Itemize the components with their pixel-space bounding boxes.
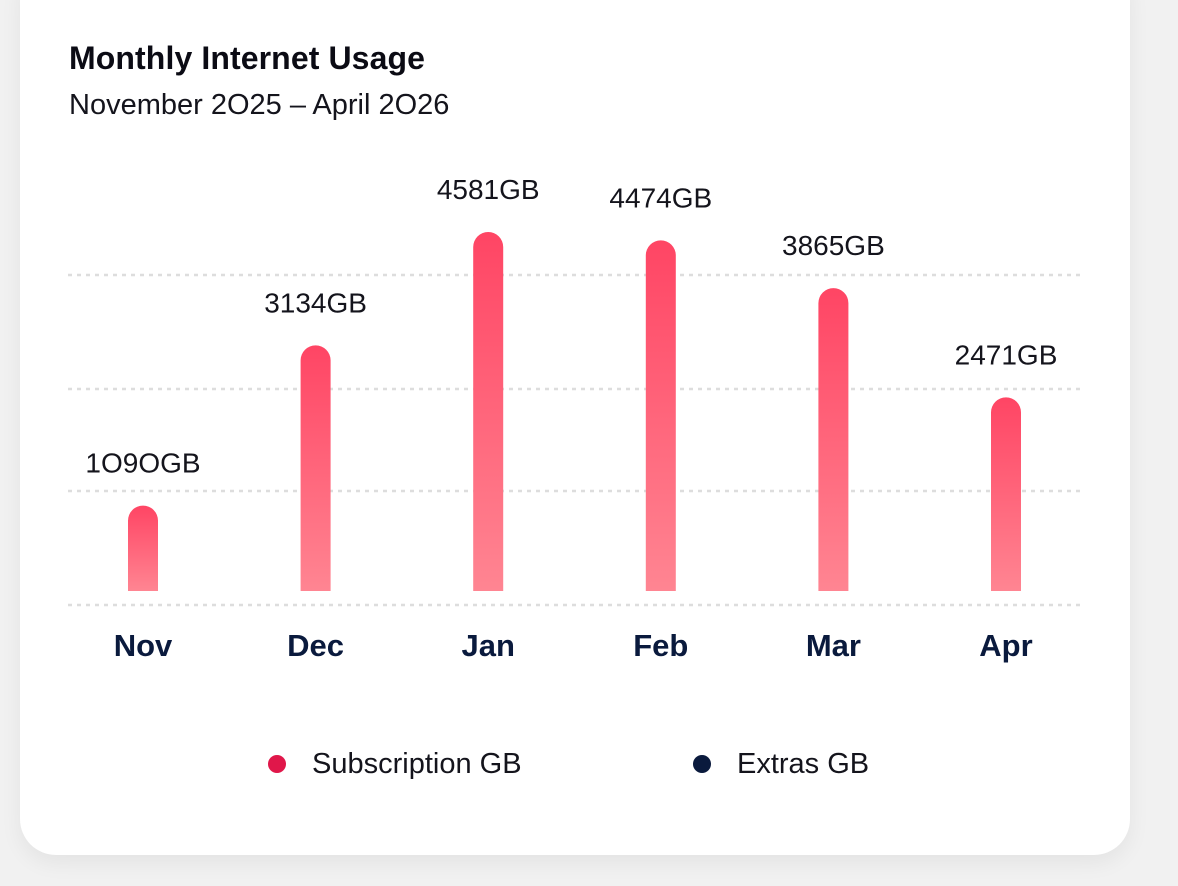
data-label-feb: 4474GB bbox=[609, 182, 712, 213]
data-label-jan: 4581GB bbox=[437, 174, 540, 205]
x-tick-label-apr: Apr bbox=[979, 628, 1032, 663]
data-label-dec: 3134GB bbox=[264, 287, 367, 318]
x-tick-label-feb: Feb bbox=[633, 628, 688, 663]
chart-subtitle: November 2O25 – April 2O26 bbox=[69, 89, 450, 121]
x-tick-label-dec: Dec bbox=[287, 628, 344, 663]
x-tick-label-mar: Mar bbox=[806, 628, 861, 663]
x-tick-label-nov: Nov bbox=[114, 628, 173, 663]
legend-item-subscription[interactable]: Subscription GB bbox=[268, 744, 522, 784]
chart-title: Monthly Internet Usage bbox=[69, 40, 426, 76]
bar-nov bbox=[128, 505, 158, 591]
data-label-mar: 3865GB bbox=[782, 230, 885, 261]
legend-dot-subscription bbox=[268, 755, 286, 773]
bar-feb bbox=[645, 240, 676, 591]
data-label-apr: 2471GB bbox=[955, 339, 1058, 370]
bar-jan bbox=[473, 232, 504, 591]
legend-item-extras[interactable]: Extras GB bbox=[693, 744, 869, 784]
chart-card bbox=[20, 0, 1130, 855]
x-tick-label-jan: Jan bbox=[461, 628, 514, 663]
legend-dot-extras bbox=[693, 755, 711, 773]
bar-apr bbox=[991, 397, 1022, 591]
legend-label-subscription: Subscription GB bbox=[312, 747, 522, 780]
bar-dec bbox=[300, 345, 331, 591]
bar-mar bbox=[818, 288, 849, 591]
legend-label-extras: Extras GB bbox=[737, 747, 870, 780]
data-label-nov: 1O9OGB bbox=[85, 448, 200, 479]
